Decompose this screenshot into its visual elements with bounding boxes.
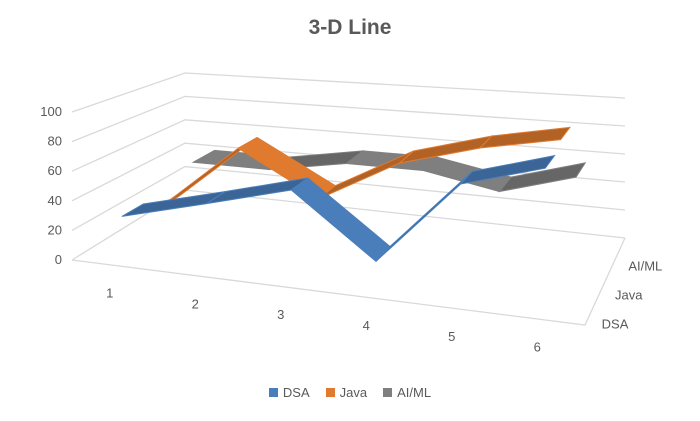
series-segment-java (478, 126, 571, 149)
gridline (71, 95, 626, 143)
series-segment-dsa (121, 190, 226, 217)
series-segment-dsa (375, 171, 473, 262)
chart-title: 3-D Line (308, 16, 392, 39)
y-tick-label: 60 (48, 163, 62, 178)
series-segment-dsa (459, 154, 556, 185)
floor-edge (71, 237, 626, 326)
legend-item: DSA (268, 385, 310, 400)
legend: DSA Java AI/ML (0, 385, 700, 400)
legend-swatch (325, 388, 335, 397)
legend-label: Java (339, 385, 368, 400)
x-tick-label: 2 (192, 296, 199, 311)
series-segment-aiml (498, 162, 587, 193)
legend-label: DSA (282, 385, 310, 400)
x-tick-label: 3 (277, 307, 284, 322)
series-axis-label: DSA (602, 317, 629, 332)
y-tick-label: 40 (48, 193, 62, 208)
series-segment-dsa (290, 177, 391, 263)
series-axis-label: Java (615, 288, 643, 303)
x-tick-label: 1 (106, 285, 113, 300)
legend-label: AI/ML (397, 385, 432, 400)
legend-item: AI/ML (383, 385, 431, 400)
y-tick-label: 100 (40, 104, 62, 119)
series-axis-label: AI/ML (628, 259, 662, 274)
legend-swatch (268, 388, 278, 397)
gridline (71, 72, 626, 113)
x-tick-label: 4 (363, 318, 370, 333)
legend-swatch (383, 388, 393, 397)
y-tick-label: 0 (55, 252, 62, 267)
legend-item: Java (325, 385, 368, 400)
x-tick-label: 5 (448, 329, 455, 344)
y-tick-label: 80 (48, 134, 62, 149)
x-tick-label: 6 (534, 340, 541, 355)
y-tick-label: 20 (48, 222, 62, 237)
gridline (71, 165, 626, 231)
